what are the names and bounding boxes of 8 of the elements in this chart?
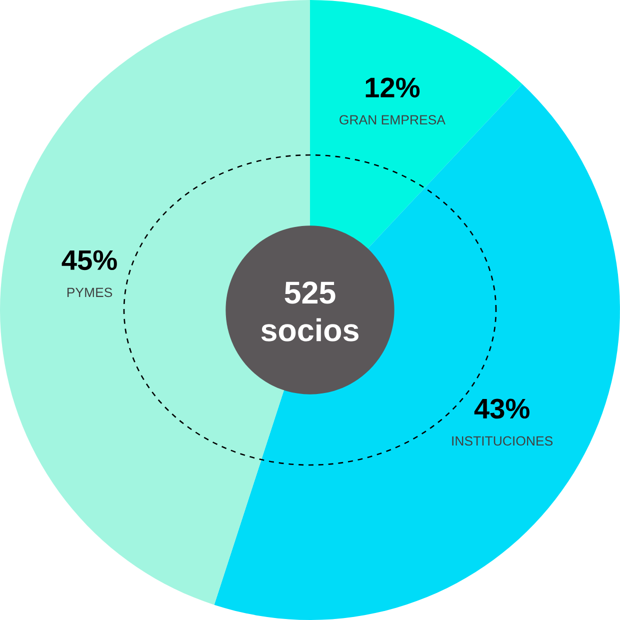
text: socios bbox=[261, 318, 358, 342]
slice-label: PYMES bbox=[67, 288, 112, 298]
data-label: 12% bbox=[366, 78, 420, 98]
text: 525 bbox=[284, 282, 336, 304]
data-label: 45% bbox=[62, 250, 117, 270]
slice-label: INSTITUCIONES bbox=[452, 436, 553, 446]
slice-label: GRAN EMPRESA bbox=[340, 115, 446, 124]
data-label: 43% bbox=[474, 398, 530, 419]
